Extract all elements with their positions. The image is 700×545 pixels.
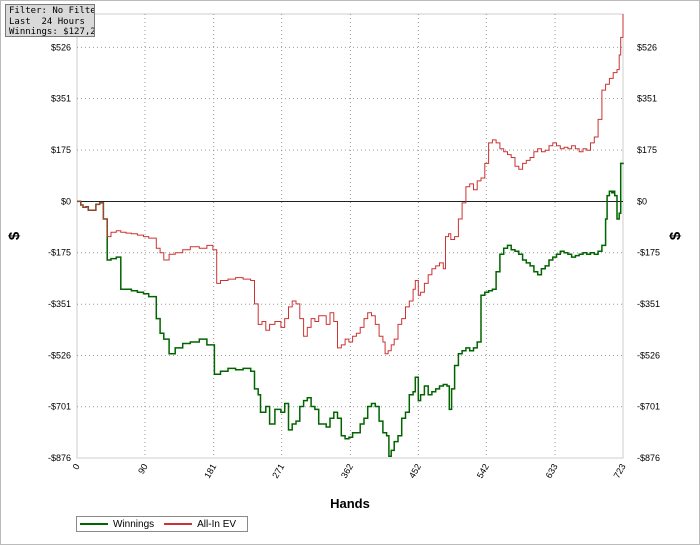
- plot-area: [76, 13, 624, 459]
- x-tick-label: 0: [71, 462, 82, 471]
- y-tick-label-right: -$175: [637, 248, 660, 258]
- y-tick-label-left: $351: [51, 94, 71, 104]
- x-tick-label: 271: [270, 462, 286, 480]
- y-tick-label-right: -$876: [637, 453, 660, 463]
- y-tick-label-right: $0: [637, 196, 647, 206]
- y-tick-label-left: $175: [51, 145, 71, 155]
- y-tick-label-right: $526: [637, 42, 657, 52]
- x-tick-label: 542: [475, 462, 491, 480]
- x-tick-label: 452: [407, 462, 423, 480]
- chart-legend: Winnings All-In EV: [76, 516, 248, 532]
- grid: [77, 14, 623, 458]
- legend-item-winnings: Winnings: [80, 519, 154, 530]
- x-axis-label: Hands: [330, 496, 370, 511]
- axes: 0 90 181 271 362 452 542 633 723 $526 $526 $351 $351…: [48, 42, 660, 480]
- legend-label-allin-ev: All-In EV: [197, 518, 237, 530]
- y-tick-label-left: $526: [51, 42, 71, 52]
- y-tick-label-right: -$701: [637, 402, 660, 412]
- y-tick-label-left: -$701: [48, 402, 71, 412]
- y-tick-label-left: $0: [61, 196, 71, 206]
- x-tick-label: 723: [612, 462, 628, 480]
- x-tick-label: 362: [339, 462, 355, 480]
- winnings-line: Winnings: $127,21: [9, 27, 95, 37]
- series: [77, 14, 624, 457]
- legend-label-winnings: Winnings: [113, 518, 155, 530]
- y-tick-label-right: $351: [637, 94, 657, 104]
- y-tick-label-left: -$526: [48, 350, 71, 360]
- x-tick-label: 90: [136, 462, 150, 476]
- y-axis-label-right: $: [667, 231, 684, 240]
- y-tick-label-right: -$526: [637, 350, 660, 360]
- series-line-winnings: [77, 162, 624, 457]
- x-tick-label: 181: [202, 462, 218, 480]
- y-tick-label-left: -$351: [48, 299, 71, 309]
- legend-swatch-allin-ev: [164, 523, 193, 525]
- y-tick-label-right: $175: [637, 145, 657, 155]
- filter-line: Filter: No Filter: [9, 6, 95, 16]
- y-axis-label-left: $: [6, 231, 23, 240]
- x-tick-label: 633: [544, 462, 560, 480]
- series-line-allin-ev: [77, 14, 624, 355]
- y-tick-label-right: -$351: [637, 299, 660, 309]
- y-tick-label-left: -$876: [48, 453, 71, 463]
- legend-item-allin-ev: All-In EV: [164, 519, 236, 530]
- legend-swatch-winnings: [80, 523, 108, 525]
- filter-info-box: Filter: No Filter Last 24 Hours Winnings…: [5, 4, 95, 37]
- y-tick-label-left: -$175: [48, 248, 71, 258]
- period-line: Last 24 Hours: [9, 16, 85, 27]
